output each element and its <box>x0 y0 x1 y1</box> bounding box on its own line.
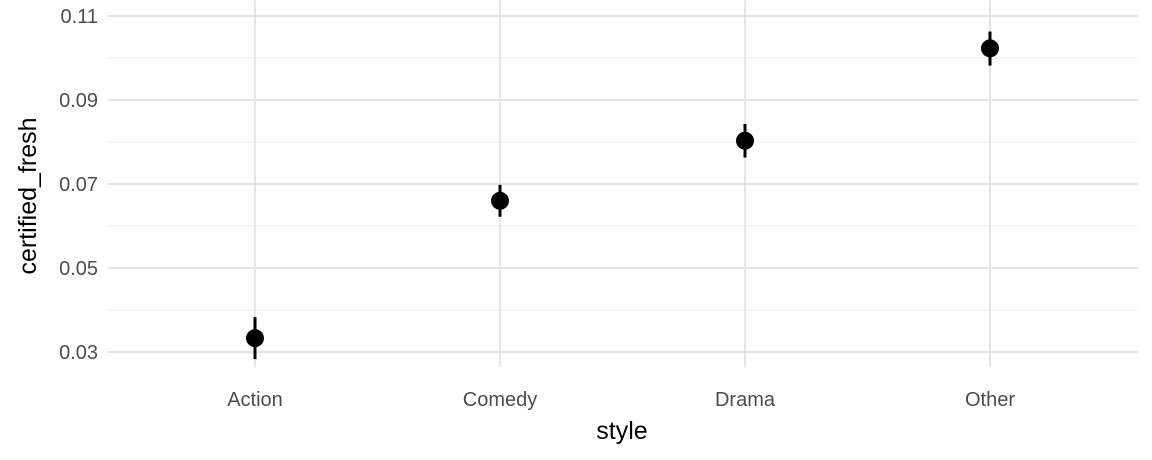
x-axis-title: style <box>596 417 647 445</box>
y-tick-label: 0.03 <box>59 342 98 364</box>
x-tick-label: Other <box>965 389 1015 411</box>
point-other <box>981 39 999 58</box>
y-tick-label: 0.07 <box>59 174 98 196</box>
grid <box>108 0 1138 367</box>
point-comedy <box>491 191 509 210</box>
data-marks <box>246 31 999 360</box>
y-tick-label: 0.11 <box>61 6 98 28</box>
y-axis-title: certified_fresh <box>14 117 42 274</box>
x-axis-ticks: Action Comedy Drama Other <box>227 389 1015 411</box>
y-tick-label: 0.09 <box>59 90 98 112</box>
point-drama <box>736 131 754 150</box>
y-axis-ticks: 0.03 0.05 0.07 0.09 0.11 <box>59 6 98 364</box>
x-tick-label: Action <box>227 389 283 411</box>
point-action <box>246 329 264 348</box>
x-tick-label: Comedy <box>463 389 537 411</box>
y-tick-label: 0.05 <box>59 258 98 280</box>
x-tick-label: Drama <box>715 389 776 411</box>
